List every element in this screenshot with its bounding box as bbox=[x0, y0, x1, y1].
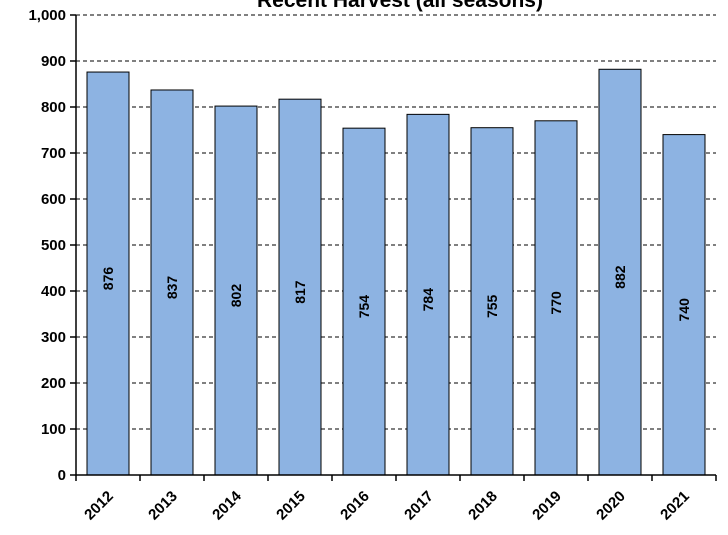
bar bbox=[534, 120, 578, 476]
x-tick-label: 2019 bbox=[529, 488, 565, 524]
chart-title: Recent Harvest (all seasons) bbox=[257, 0, 543, 12]
data-label: 876 bbox=[100, 267, 116, 291]
y-tick-label: 0 bbox=[58, 467, 66, 484]
data-labels: 876 837 802 817 754 784 755 770 882 740 bbox=[100, 265, 692, 321]
bar bbox=[278, 98, 322, 476]
data-label: 882 bbox=[612, 265, 628, 289]
bar bbox=[342, 127, 386, 476]
bar bbox=[86, 71, 130, 476]
data-label: 770 bbox=[548, 291, 564, 315]
data-label: 802 bbox=[228, 284, 244, 308]
y-tick-label: 600 bbox=[41, 191, 66, 208]
y-tick-label: 800 bbox=[41, 99, 66, 116]
data-label: 740 bbox=[676, 298, 692, 322]
y-tick-labels: 0 100 200 300 400 500 600 700 800 900 1,000 bbox=[28, 7, 66, 484]
x-tick-label: 2021 bbox=[657, 488, 693, 524]
y-tick-label: 100 bbox=[41, 421, 66, 438]
data-label: 784 bbox=[420, 288, 436, 312]
y-tick-label: 500 bbox=[41, 237, 66, 254]
bars bbox=[86, 68, 706, 476]
x-tick-label: 2017 bbox=[401, 488, 437, 524]
x-tick-label: 2020 bbox=[593, 488, 629, 524]
axes bbox=[70, 14, 717, 481]
y-tick-label: 1,000 bbox=[28, 7, 66, 24]
data-label: 837 bbox=[164, 276, 180, 300]
y-tick-label: 700 bbox=[41, 145, 66, 162]
data-label: 754 bbox=[356, 295, 372, 319]
x-tick-label: 2014 bbox=[209, 487, 245, 523]
y-tick-label: 400 bbox=[41, 283, 66, 300]
y-tick-label: 900 bbox=[41, 53, 66, 70]
y-tick-label: 300 bbox=[41, 329, 66, 346]
data-label: 755 bbox=[484, 294, 500, 318]
bar bbox=[470, 127, 514, 476]
x-tick-label: 2016 bbox=[337, 488, 373, 524]
y-tick-label: 200 bbox=[41, 375, 66, 392]
bar bbox=[150, 89, 194, 476]
data-label: 817 bbox=[292, 280, 308, 304]
bar bbox=[214, 105, 258, 476]
x-tick-label: 2013 bbox=[145, 488, 181, 524]
x-tick-label: 2018 bbox=[465, 488, 501, 524]
bar bbox=[598, 68, 642, 476]
bar bbox=[406, 113, 450, 476]
x-tick-labels: 2012 2013 2014 2015 2016 2017 2018 2019 2020 2021 bbox=[81, 487, 693, 523]
x-tick-label: 2012 bbox=[81, 488, 117, 524]
bar bbox=[662, 134, 706, 476]
x-tick-label: 2015 bbox=[273, 488, 309, 524]
